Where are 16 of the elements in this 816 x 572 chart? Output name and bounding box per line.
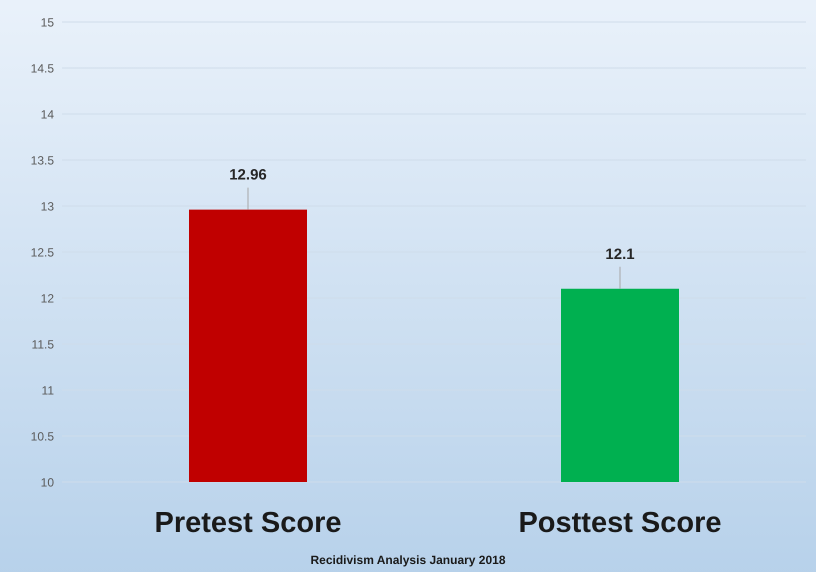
y-tick-label: 11 xyxy=(42,383,54,398)
x-tick-label: Pretest Score xyxy=(154,507,342,539)
data-label: 12.96 xyxy=(229,166,267,184)
y-tick-label: 15 xyxy=(40,15,54,30)
data-label: 12.1 xyxy=(605,246,635,263)
y-tick-label: 14.5 xyxy=(30,61,54,76)
y-tick-label: 11.5 xyxy=(32,337,54,352)
text: Recidivism Analysis January 2018 xyxy=(310,553,506,567)
x-tick-label: Posttest Score xyxy=(518,507,722,539)
y-tick-label: 12 xyxy=(40,291,54,306)
y-tick-label: 10 xyxy=(40,475,54,490)
y-tick-label: 12.5 xyxy=(30,245,54,260)
y-tick-label: 13.5 xyxy=(30,153,54,168)
y-tick-label: 14 xyxy=(40,107,54,122)
y-tick-label: 10.5 xyxy=(30,429,54,444)
y-tick-label: 13 xyxy=(40,199,54,214)
